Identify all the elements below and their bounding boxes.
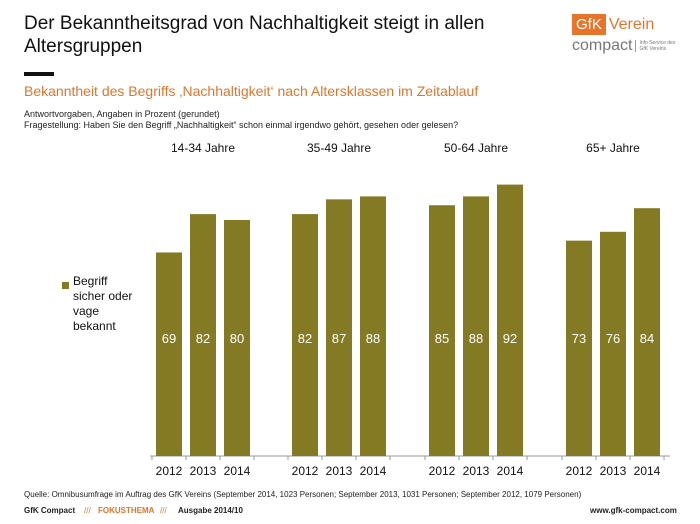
tick-label: 2012: [566, 464, 593, 478]
tick-label: 2014: [224, 464, 251, 478]
data-label: 88: [469, 331, 483, 346]
footer-sep1: ///: [84, 506, 91, 515]
answer-note: Antwortvorgaben, Angaben in Prozent (ger…: [24, 109, 220, 119]
bar: [156, 252, 182, 456]
group-label: 35-49 Jahre: [306, 141, 372, 155]
tick-label: 2014: [360, 464, 387, 478]
bar: [600, 231, 626, 456]
tick-label: 2012: [429, 464, 456, 478]
data-label: 76: [606, 331, 620, 346]
question-note: Fragestellung: Haben Sie den Begriff „Na…: [24, 120, 459, 130]
legend: Begriff sicher oder vage bekannt: [62, 274, 133, 334]
chart-subtitle: Bekanntheit des Begriffs ‚Nachhaltigkeit…: [24, 83, 479, 99]
legend-label: Begriff sicher oder vage bekannt: [73, 274, 133, 333]
logo-verein: Verein: [608, 16, 655, 33]
group-label: 50-64 Jahre: [443, 141, 509, 155]
footer-issue: Ausgabe 2014/10: [178, 506, 243, 515]
footer-url[interactable]: www.gfk-compact.com: [590, 506, 677, 515]
data-label: 88: [366, 331, 380, 346]
data-label: 69: [162, 331, 176, 346]
logo-compact: compact: [572, 37, 633, 54]
logo-gfk: GfK: [572, 14, 606, 35]
tick-label: 2012: [156, 464, 183, 478]
footer-sep2: ///: [160, 506, 167, 515]
footer-brand: GfK Compact: [24, 506, 76, 515]
tick-label: 2013: [463, 464, 490, 478]
tick-label: 2014: [634, 464, 661, 478]
group-label: 14-34 Jahre: [170, 141, 236, 155]
data-label: 92: [503, 331, 517, 346]
data-label: 82: [196, 331, 210, 346]
bar: [190, 214, 216, 456]
tick-label: 2012: [292, 464, 319, 478]
bar: [497, 184, 523, 456]
logo-tagline: Info Service des GfK Vereins: [635, 39, 679, 52]
group-label: 65+ Jahre: [586, 141, 640, 155]
bar: [292, 214, 318, 456]
bar: [463, 196, 489, 456]
tick-label: 2013: [600, 464, 627, 478]
bar: [360, 196, 386, 456]
bar: [326, 199, 352, 456]
page-title: Der Bekanntheitsgrad von Nachhaltigkeit …: [24, 13, 485, 57]
data-label: 84: [640, 331, 654, 346]
data-label: 85: [435, 331, 449, 346]
bar: [429, 205, 455, 456]
bar: [224, 220, 250, 456]
legend-swatch: [62, 282, 69, 289]
data-label: 87: [332, 331, 346, 346]
footer-section: FOKUSTHEMA: [98, 506, 155, 515]
bar: [566, 240, 592, 456]
data-label: 82: [298, 331, 312, 346]
data-label: 73: [572, 331, 586, 346]
tick-label: 2013: [326, 464, 353, 478]
bar: [634, 208, 660, 456]
source-note: Quelle: Omnibusumfrage im Auftrag des Gf…: [24, 490, 582, 499]
tick-label: 2013: [190, 464, 217, 478]
title-rule: [24, 72, 54, 76]
tick-label: 2014: [497, 464, 524, 478]
data-label: 80: [230, 331, 244, 346]
logo: GfK Verein compact Info Service des GfK Ve…: [572, 14, 679, 55]
